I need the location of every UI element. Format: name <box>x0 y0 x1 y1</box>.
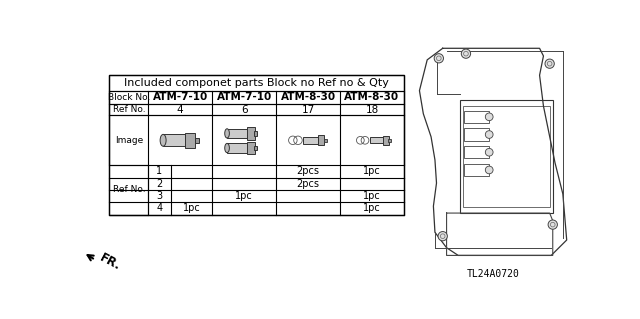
Circle shape <box>434 54 444 63</box>
Text: 1: 1 <box>156 167 163 176</box>
Bar <box>317 135 324 145</box>
Bar <box>109 75 404 91</box>
Bar <box>109 104 404 115</box>
Bar <box>163 134 187 146</box>
Bar <box>109 165 148 215</box>
Bar <box>227 129 249 138</box>
Bar <box>254 131 257 136</box>
Text: 17: 17 <box>301 105 315 115</box>
Text: 4: 4 <box>177 105 184 115</box>
Text: ATM-7-10: ATM-7-10 <box>152 92 208 102</box>
Ellipse shape <box>225 143 229 152</box>
Bar <box>303 137 319 144</box>
Text: Ref No.: Ref No. <box>113 185 145 195</box>
Bar <box>383 136 389 145</box>
Text: 2: 2 <box>156 179 163 189</box>
Bar <box>370 137 383 143</box>
Text: 1pc: 1pc <box>182 204 200 213</box>
Text: 1pc: 1pc <box>363 204 381 213</box>
Ellipse shape <box>225 129 229 138</box>
Circle shape <box>485 148 493 156</box>
Text: 1pc: 1pc <box>236 191 253 201</box>
Bar <box>247 127 255 139</box>
Bar <box>463 106 550 207</box>
Text: 1pc: 1pc <box>363 167 381 176</box>
Text: 4: 4 <box>156 204 163 213</box>
Bar <box>227 143 249 152</box>
Bar <box>324 139 327 142</box>
Text: FR.: FR. <box>98 251 124 272</box>
Text: ATM-7-10: ATM-7-10 <box>216 92 272 102</box>
Text: Block No.: Block No. <box>108 93 150 102</box>
Bar <box>465 111 489 123</box>
Circle shape <box>548 220 557 229</box>
Circle shape <box>438 232 447 241</box>
Bar <box>465 128 489 141</box>
Bar <box>247 142 255 154</box>
Text: ATM-8-30: ATM-8-30 <box>344 92 399 102</box>
Text: ATM-8-30: ATM-8-30 <box>280 92 335 102</box>
Text: 3: 3 <box>156 191 163 201</box>
Bar <box>109 75 404 215</box>
Circle shape <box>485 113 493 121</box>
Ellipse shape <box>160 134 166 146</box>
Circle shape <box>485 166 493 174</box>
Text: Included componet parts Block no Ref no & Qty: Included componet parts Block no Ref no … <box>124 78 389 88</box>
Text: 6: 6 <box>241 105 248 115</box>
Bar <box>388 139 391 142</box>
Bar <box>465 164 489 176</box>
Circle shape <box>485 131 493 138</box>
Circle shape <box>545 59 554 68</box>
Bar <box>109 91 404 104</box>
Text: 2pcs: 2pcs <box>296 167 319 176</box>
Bar <box>254 146 257 150</box>
Text: Image: Image <box>115 136 143 145</box>
Bar <box>195 138 199 143</box>
Text: TL24A0720: TL24A0720 <box>467 269 520 279</box>
Bar <box>109 115 404 165</box>
Bar <box>460 100 553 213</box>
Text: 1pc: 1pc <box>363 191 381 201</box>
Text: Ref No.: Ref No. <box>113 105 145 114</box>
Text: 2pcs: 2pcs <box>296 179 319 189</box>
Bar <box>186 133 195 148</box>
Circle shape <box>461 49 470 58</box>
Text: 18: 18 <box>365 105 379 115</box>
Bar <box>465 146 489 159</box>
